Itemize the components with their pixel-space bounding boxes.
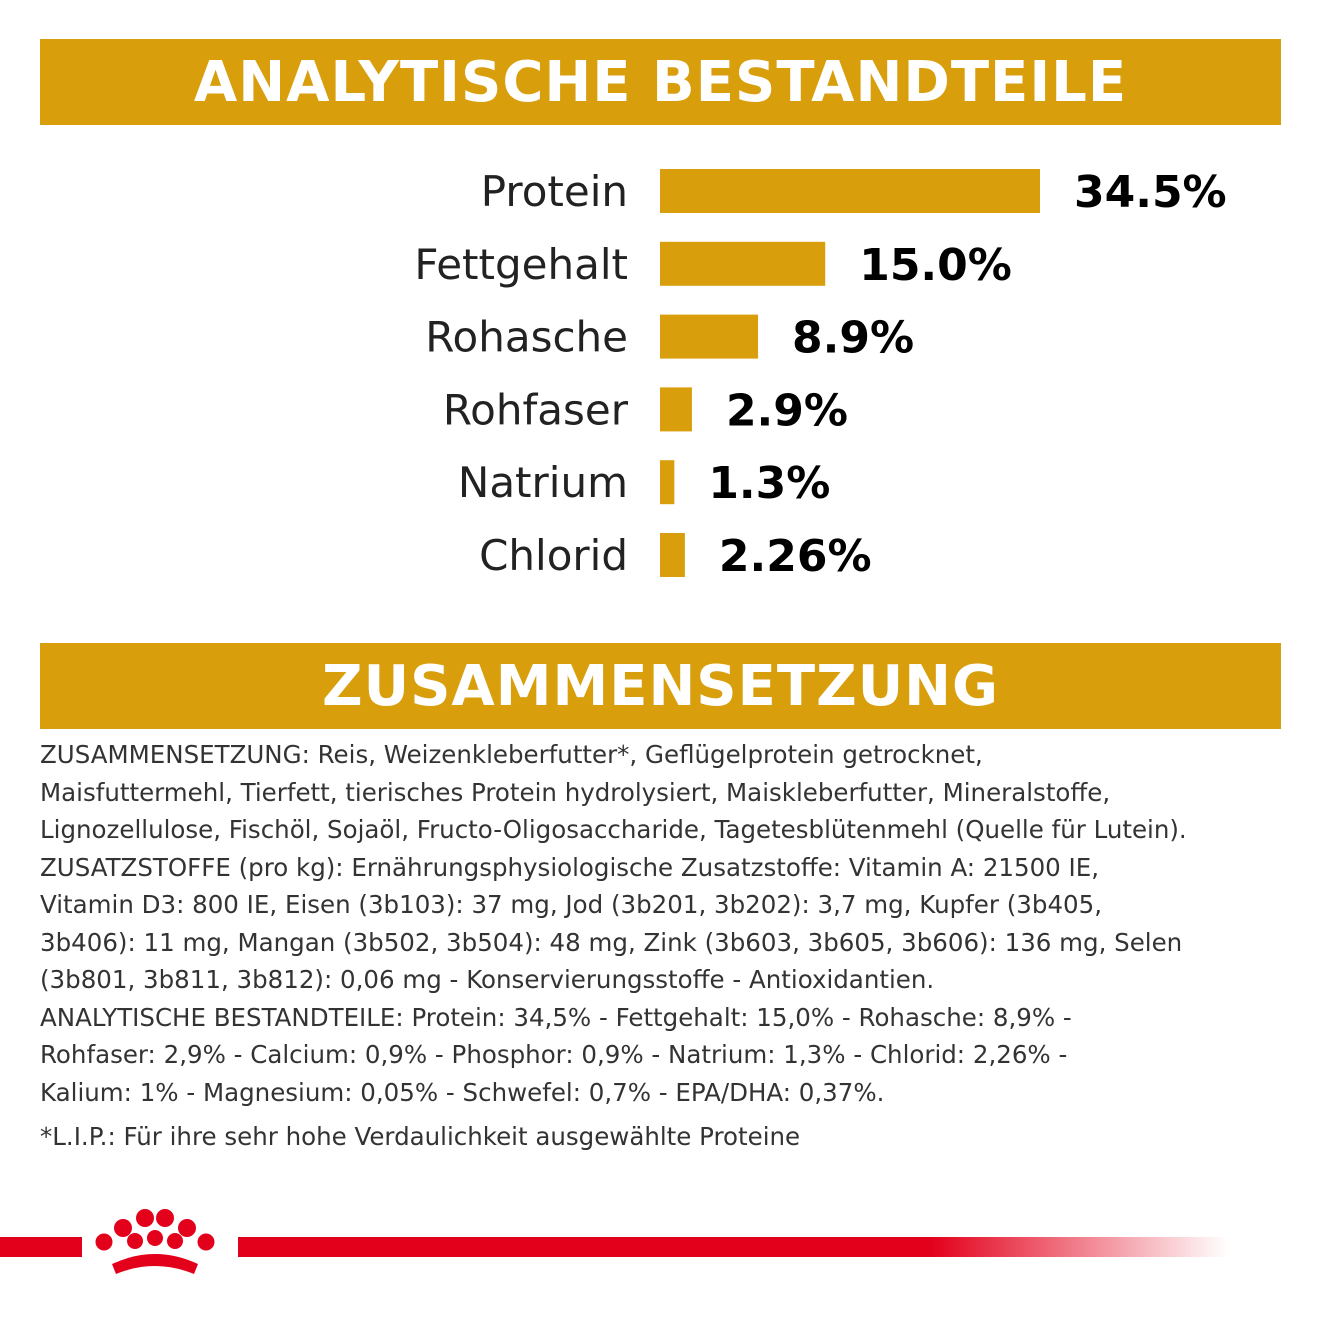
value-label-fettgehalt: 15.0% [859,240,1012,291]
value-label-protein: 34.5% [1074,167,1227,218]
value-label-rohfaser: 2.9% [726,385,848,436]
nutrient-bar-chart: Protein 34.5% Fettgehalt 15.0% Rohasche 8.9% R… [414,167,1227,582]
category-label-rohasche: Rohasche [425,313,628,362]
analytics-heading: ANALYTISCHE BESTANDTEILE [40,39,1281,125]
category-label-chlorid: Chlorid [479,531,628,580]
category-label-natrium: Natrium [458,458,628,507]
footnote: *L.I.P.: Für ihre sehr hohe Verdaulichke… [40,1122,801,1151]
royal-canin-crown-icon [95,1209,215,1274]
bar-protein [660,169,1040,213]
composition-line: (3b801, 3b811, 3b812): 0,06 mg - Konserv… [40,965,935,994]
category-label-protein: Protein [481,167,628,216]
composition-line: ZUSAMMENSETZUNG: Reis, Weizenkleberfutte… [40,740,983,769]
category-label-rohfaser: Rohfaser [443,385,629,434]
composition-line: Rohfaser: 2,9% - Calcium: 0,9% - Phospho… [40,1040,1068,1069]
bar-natrium [660,460,675,505]
composition-line: Kalium: 1% - Magnesium: 0,05% - Schwefel… [40,1077,885,1107]
bar-fettgehalt [660,241,826,286]
category-label-fettgehalt: Fettgehalt [414,240,628,289]
composition-line: ANALYTISCHE BESTANDTEILE: Protein: 34,5%… [40,1002,1072,1032]
bar-chlorid [660,533,685,577]
composition-line: ZUSATZSTOFFE (pro kg): Ernährungsphysiol… [40,852,1100,882]
bar-rohfaser [660,387,692,432]
value-label-chlorid: 2.26% [719,531,872,582]
composition-text: ZUSAMMENSETZUNG: Reis, Weizenkleberfutte… [40,736,1290,1111]
bar-rohasche [660,314,759,359]
brand-stripe-left [0,1237,82,1257]
composition-line: Lignozellulose, Fischöl, Sojaöl, Fructo-… [40,815,1187,844]
composition-line: Vitamin D3: 800 IE, Eisen (3b103): 37 mg… [40,890,1102,919]
brand-stripe-right [238,1237,1228,1257]
composition-line: Maisfuttermehl, Tierfett, tierisches Pro… [40,777,1111,807]
value-label-natrium: 1.3% [708,458,830,509]
composition-heading: ZUSAMMENSETZUNG [40,643,1281,729]
composition-line: 3b406): 11 mg, Mangan (3b502, 3b504): 48… [40,927,1183,957]
value-label-rohasche: 8.9% [792,313,914,364]
